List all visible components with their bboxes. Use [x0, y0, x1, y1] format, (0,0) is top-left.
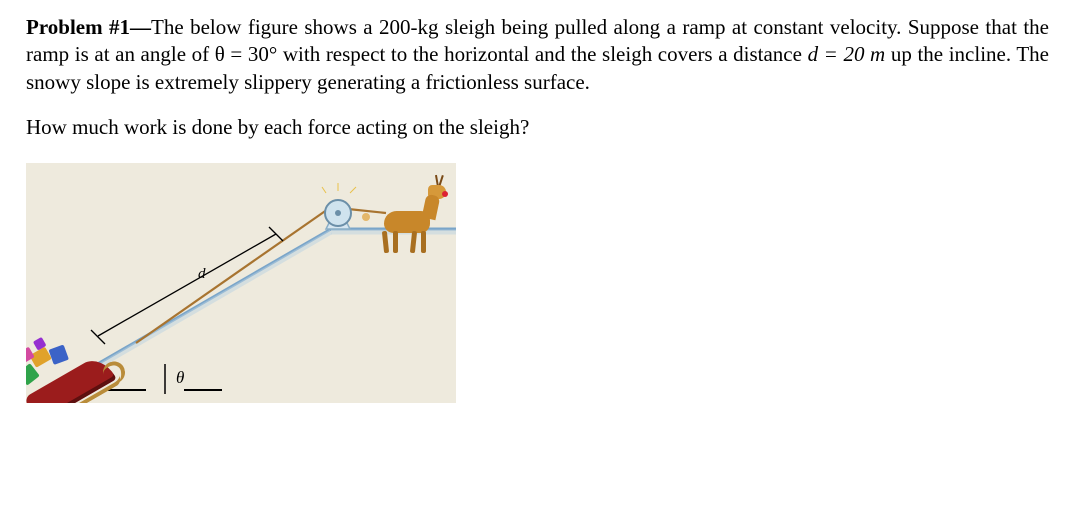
deer-tail	[362, 213, 370, 221]
pulley-hub	[335, 210, 341, 216]
problem-paragraph: Problem #1—The below figure shows a 200-…	[26, 14, 1049, 96]
rope-sleigh-pulley	[136, 207, 331, 343]
distance-bar	[98, 234, 276, 336]
theta-label: θ	[176, 367, 184, 389]
deer-leg	[393, 231, 398, 253]
reindeer-icon	[364, 191, 438, 255]
distance-label: d	[198, 265, 206, 285]
problem-body-2: with respect to the horizontal and the s…	[277, 42, 807, 66]
gift-icon	[48, 345, 69, 366]
deer-leg	[382, 231, 389, 253]
deer-nose	[442, 191, 448, 197]
problem-question: How much work is done by each force acti…	[26, 114, 1049, 141]
pulley-shine	[322, 183, 356, 193]
deer-leg	[421, 231, 426, 253]
problem-title: Problem #1—	[26, 15, 151, 39]
deer-leg	[410, 231, 417, 253]
problem-theta: θ = 30°	[215, 42, 278, 66]
problem-distance: d = 20 m	[808, 42, 886, 66]
deer-torso	[384, 211, 430, 233]
distance-tick-end	[269, 227, 283, 241]
figure: d θ	[26, 163, 456, 403]
